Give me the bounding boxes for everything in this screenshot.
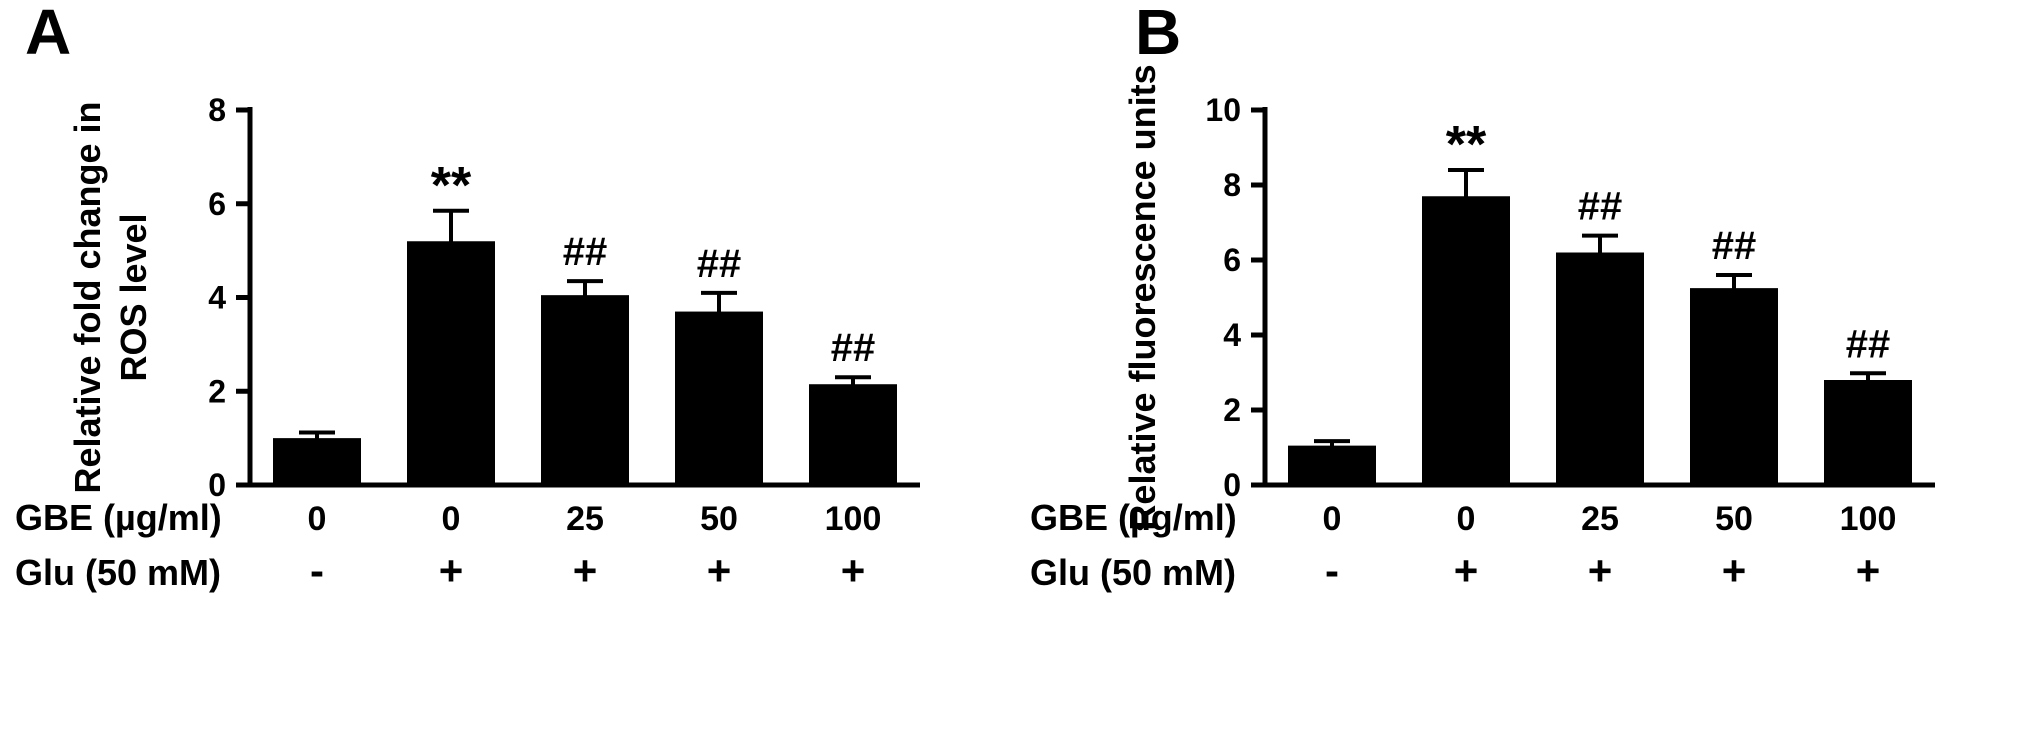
significance-label: ## xyxy=(563,230,608,274)
bar xyxy=(1690,288,1778,485)
x-tick-label: 50 xyxy=(1715,500,1753,538)
x-tick-label: 50 xyxy=(700,500,738,538)
y-tick-label: 6 xyxy=(208,186,226,222)
x-tick-label: 100 xyxy=(1840,500,1897,538)
x-row-label-gbe: GBE (µg/ml) xyxy=(15,497,222,538)
treatment-sign: - xyxy=(1325,547,1339,594)
panel-a: A 0 2 4 6 8 Relative fold change in ROS level 0… xyxy=(0,0,1015,755)
panel-label-b: B xyxy=(1135,0,1182,68)
significance-label: ** xyxy=(1446,116,1487,174)
panel-b: B 0 2 4 6 8 10 Relative fluorescence units 0 - **… xyxy=(1015,0,2030,755)
significance-label: ## xyxy=(697,242,742,286)
x-row-label-glu: Glu (50 mM) xyxy=(15,552,221,593)
x-row-label-glu: Glu (50 mM) xyxy=(1030,552,1236,593)
treatment-sign: - xyxy=(310,547,324,594)
treatment-sign: + xyxy=(439,547,464,594)
treatment-sign: + xyxy=(1454,547,1479,594)
y-tick-label: 10 xyxy=(1205,92,1241,128)
y-tick-label: 8 xyxy=(208,92,226,128)
y-tick-label: 6 xyxy=(1223,242,1241,278)
x-tick-label: 0 xyxy=(308,500,327,538)
y-tick-label: 0 xyxy=(208,467,226,503)
significance-label: ## xyxy=(1578,185,1623,229)
treatment-sign: + xyxy=(1856,547,1881,594)
x-tick-label: 100 xyxy=(825,500,882,538)
x-tick-label: 25 xyxy=(1581,500,1619,538)
x-tick-label: 0 xyxy=(442,500,461,538)
significance-label: ** xyxy=(431,157,472,215)
bar-chart-a: 0 2 4 6 8 Relative fold change in ROS level 0 - *… xyxy=(15,92,920,594)
bar-chart-b: 0 2 4 6 8 10 Relative fluorescence units 0 - ** 0 +… xyxy=(1030,64,1935,594)
y-tick-label: 2 xyxy=(1223,392,1241,428)
y-axis-title: ROS level xyxy=(113,213,154,381)
significance-label: ## xyxy=(831,326,876,370)
bar xyxy=(407,241,495,485)
x-tick-label: 0 xyxy=(1323,500,1342,538)
x-row-label-gbe: GBE (µg/ml) xyxy=(1030,497,1237,538)
y-tick-label: 2 xyxy=(208,373,226,409)
significance-label: ## xyxy=(1712,224,1757,268)
y-tick-label: 0 xyxy=(1223,467,1241,503)
bar xyxy=(1422,196,1510,485)
treatment-sign: + xyxy=(707,547,732,594)
bar xyxy=(273,438,361,485)
bar xyxy=(809,384,897,485)
y-tick-label: 4 xyxy=(1223,317,1241,353)
bar xyxy=(1824,380,1912,485)
bar xyxy=(1556,252,1644,485)
x-tick-label: 0 xyxy=(1457,500,1476,538)
treatment-sign: + xyxy=(573,547,598,594)
treatment-sign: + xyxy=(841,547,866,594)
y-tick-label: 8 xyxy=(1223,167,1241,203)
y-axis-title: Relative fold change in xyxy=(67,101,108,493)
x-tick-label: 25 xyxy=(566,500,604,538)
bar xyxy=(675,311,763,485)
y-tick-label: 4 xyxy=(208,280,226,316)
significance-label: ## xyxy=(1846,322,1891,366)
y-axis-title: Relative fluorescence units xyxy=(1122,64,1163,530)
panel-label-a: A xyxy=(25,0,72,68)
bar xyxy=(1288,445,1376,485)
treatment-sign: + xyxy=(1722,547,1747,594)
treatment-sign: + xyxy=(1588,547,1613,594)
bar xyxy=(541,295,629,485)
